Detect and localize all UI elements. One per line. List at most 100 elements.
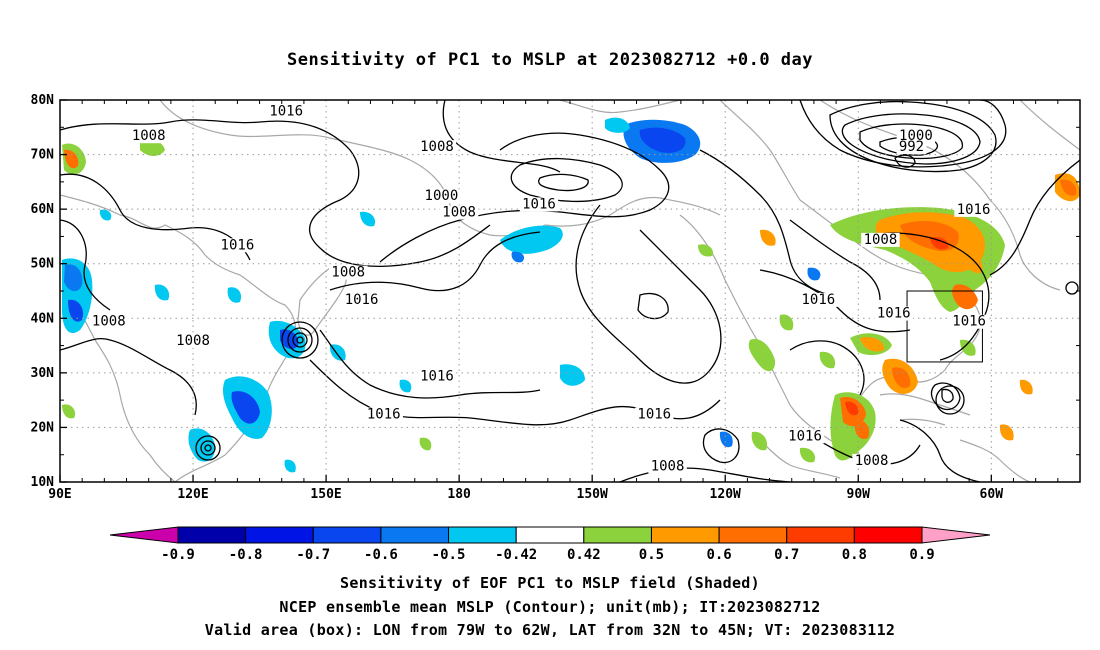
contour-label: 1016 <box>877 306 911 322</box>
shade-pos-baja <box>748 339 776 372</box>
colorbar-label: -0.8 <box>229 547 263 563</box>
shade-neg-siberia <box>99 209 112 221</box>
contour-label-bg <box>954 202 993 217</box>
lon-tick-label: 90W <box>847 487 871 502</box>
contour-label-bg <box>329 265 368 280</box>
shade-pos-atlantic <box>1019 379 1033 395</box>
contour-label-bg <box>949 314 989 329</box>
colorbar-swatch <box>650 526 720 544</box>
contour-label-bg <box>648 459 687 474</box>
lat-tick-label: 70N <box>31 148 55 163</box>
shade-neg-philippine-core <box>231 391 260 424</box>
lon-tick-label: 90E <box>48 487 71 502</box>
contour-label: 1016 <box>522 196 556 212</box>
contour-label-bg <box>364 407 403 422</box>
shade-pos-carolina-core <box>860 337 885 352</box>
shade-neg-west-asia-core2 <box>68 299 84 322</box>
shade-neg-aleutian <box>500 225 563 254</box>
colorbar-swatch <box>515 526 585 544</box>
shade-pos-central-america <box>799 447 816 463</box>
contour-label: 1016 <box>957 202 991 218</box>
contour-label: 1016 <box>637 407 671 423</box>
shade-pos-pacific-small <box>419 437 432 451</box>
shade-pos-greenland-core <box>1060 179 1077 196</box>
contour-label-bg <box>266 104 306 119</box>
contour-label: 1016 <box>788 428 822 444</box>
contour-label: 1008 <box>855 453 889 469</box>
lon-tick-label: 150W <box>577 487 608 502</box>
colorbar-swatch <box>448 526 517 544</box>
colorbar-swatch <box>853 526 923 544</box>
shade-neg-china2 <box>227 287 242 303</box>
colorbar-label: 0.42 <box>567 547 601 563</box>
shade-pos-alberta <box>760 229 776 246</box>
shade-pos-west-core <box>64 149 79 169</box>
shade-pos-mexico <box>751 431 768 451</box>
colorbar-label: 0.5 <box>639 547 664 563</box>
contour-label-bg <box>635 407 674 422</box>
map-content <box>60 100 1080 482</box>
colorbar-label: -0.7 <box>296 547 330 563</box>
colorbar-label: -0.42 <box>495 547 537 563</box>
contour-label-bg <box>799 292 838 307</box>
lat-tick-label: 20N <box>31 420 55 435</box>
colorbar-swatch <box>718 526 788 544</box>
contour-label-bg <box>852 453 891 468</box>
colorbar-right-arrow <box>921 526 991 544</box>
lon-tick-label: 60W <box>980 487 1004 502</box>
sensitivity-shading <box>62 117 1080 473</box>
shade-neg-pacific-small <box>399 379 412 393</box>
contour-label-bg <box>342 292 381 307</box>
contour-label-bg <box>422 189 461 204</box>
lon-tick-label: 120E <box>177 487 208 502</box>
colorbar-left-arrow <box>109 526 179 544</box>
contour-label: 1016 <box>801 292 835 308</box>
colorbar-label: 0.6 <box>706 547 731 563</box>
contour-label: 1008 <box>651 458 685 474</box>
caption-line-2: NCEP ensemble mean MSLP (Contour); unit(… <box>279 598 821 616</box>
shade-neg-south-small <box>284 459 296 473</box>
contour-label: 1016 <box>269 104 303 120</box>
contour-label-bg <box>129 129 168 144</box>
contour-label-bg <box>439 205 479 220</box>
shade-neg-kamchatka <box>360 211 376 227</box>
caption-line-3: Valid area (box): LON from 79W to 62W, L… <box>204 621 896 639</box>
shade-neg-arctic-core <box>639 127 686 153</box>
contour-label-bg <box>417 369 457 384</box>
map-title: Sensitivity of PC1 to MSLP at 2023082712… <box>286 50 813 70</box>
contour-label-bg <box>896 129 936 144</box>
lon-tick-label: 180 <box>447 487 471 502</box>
shade-pos-atlantic3 <box>960 339 976 356</box>
contour-label: 1016 <box>367 407 401 423</box>
lat-tick-label: 30N <box>31 366 55 381</box>
colorbar-label: 0.9 <box>909 547 934 563</box>
colorbar-swatch <box>177 526 247 544</box>
contour-label: 1008 <box>420 139 454 155</box>
contour-label: 1008 <box>331 265 365 281</box>
colorbar-swatch <box>786 526 855 544</box>
colorbar-label: 0.7 <box>774 547 799 563</box>
contour-label-bg <box>519 197 559 212</box>
contour-label: 1016 <box>420 368 454 384</box>
contour-label: 1008 <box>92 314 126 330</box>
lat-tick-label: 40N <box>31 311 55 326</box>
shade-pos-southeast <box>819 351 836 369</box>
shade-pos-pacific-nw <box>698 244 714 257</box>
contour-label: 1008 <box>864 232 898 248</box>
shade-pos-california <box>779 314 794 331</box>
colorbar-label: -0.5 <box>432 547 466 563</box>
shade-pos-india <box>62 404 76 419</box>
shade-pos-atlantic2 <box>999 424 1014 441</box>
lat-tick-label: 10N <box>31 475 55 490</box>
contour-label: 992 <box>899 139 924 155</box>
shade-pos-gulf-red <box>845 401 859 416</box>
contour-label-bg <box>874 306 913 321</box>
longitude-axis: 90E 120E 150E 180 150W 120W 90W 60W <box>48 100 1059 502</box>
shade-neg-china <box>154 284 170 301</box>
contour-label-bg <box>861 232 900 247</box>
colorbar-label: -0.6 <box>364 547 398 563</box>
colorbar-swatch <box>380 526 450 544</box>
contour-label: 1008 <box>442 205 476 221</box>
lat-tick-label: 50N <box>31 257 55 272</box>
